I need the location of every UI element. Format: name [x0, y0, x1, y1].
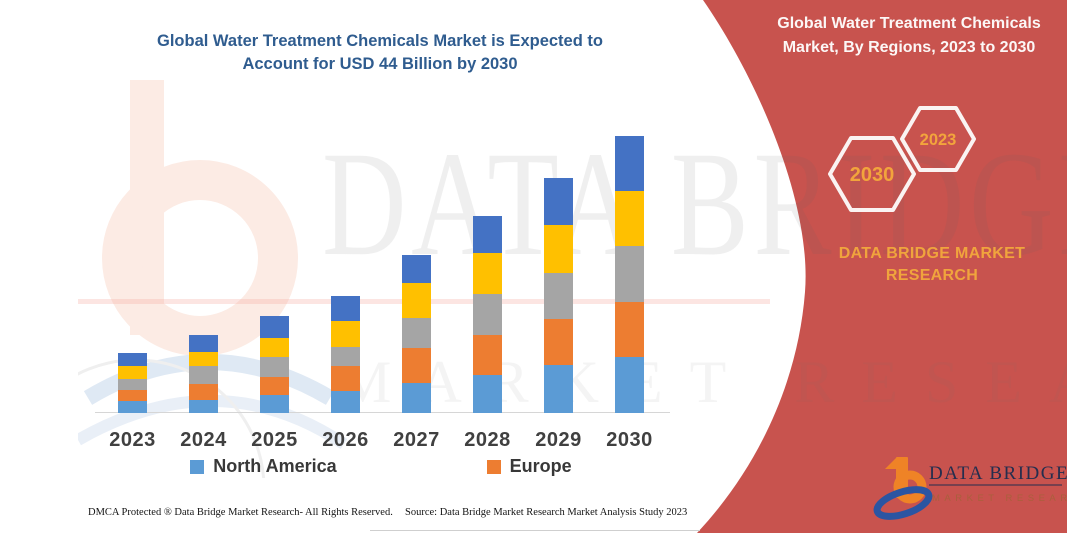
stacked-bar-2023: [118, 353, 147, 413]
bar-segment-unlabeled-yellow: [260, 338, 289, 357]
x-axis-line: [95, 412, 670, 413]
chart-legend: North America Europe: [97, 456, 665, 477]
x-axis-label: 2029: [535, 429, 582, 451]
bar-segment-North America: [331, 391, 360, 413]
bar-segment-North America: [118, 401, 147, 413]
bar-column: 2025: [239, 136, 310, 452]
bar-segment-unlabeled-darkblue: [189, 335, 218, 352]
logo-tagline-text: MARKET RESEARCH: [932, 493, 1067, 504]
x-axis-label: 2024: [180, 429, 227, 451]
legend-label: Europe: [509, 456, 572, 476]
stacked-bar-2024: [189, 335, 218, 413]
bar-segment-unlabeled-darkblue: [402, 255, 431, 283]
logo-b-hook: [885, 458, 896, 469]
banner-brand-text: DATA BRIDGE MARKET RESEARCH: [838, 245, 1026, 284]
bar-segment-unlabeled-darkblue: [331, 296, 360, 321]
stacked-bar-2027: [402, 255, 431, 413]
chart-title: Global Water Treatment Chemicals Market …: [95, 30, 665, 77]
bar-segment-unlabeled-gray: [544, 273, 573, 319]
hexagon-2023-label: 2023: [920, 131, 957, 149]
hexagon-2030: [828, 136, 916, 212]
x-axis-label: 2030: [606, 429, 653, 451]
bar-column: 2028: [452, 136, 523, 452]
legend-swatch: [190, 459, 205, 474]
bar-segment-unlabeled-gray: [118, 379, 147, 390]
bar-segment-Europe: [118, 390, 147, 401]
bar-segment-unlabeled-gray: [331, 347, 360, 366]
bottom-border-line: [370, 530, 700, 531]
stacked-bar-2030: [615, 136, 644, 413]
bar-segment-unlabeled-yellow: [118, 366, 147, 379]
stacked-bar-2025: [260, 316, 289, 413]
legend-label: North America: [213, 456, 337, 476]
dmca-notice: DMCA Protected ® Data Bridge Market Rese…: [88, 507, 393, 518]
bar-segment-unlabeled-yellow: [473, 253, 502, 294]
x-axis-label: 2023: [109, 429, 156, 451]
x-axis-label: 2028: [464, 429, 511, 451]
bar-segment-Europe: [189, 384, 218, 400]
bar-segment-unlabeled-darkblue: [473, 216, 502, 253]
bar-segment-Europe: [402, 348, 431, 383]
x-axis-label: 2027: [393, 429, 440, 451]
bar-segment-unlabeled-gray: [473, 294, 502, 335]
banner-background: [697, 0, 1067, 533]
bar-segment-Europe: [331, 366, 360, 391]
bar-segment-unlabeled-gray: [260, 357, 289, 377]
bar-chart: 2023 2024 2025 2026 2027 2028 2029 2030: [97, 136, 665, 452]
bar-segment-Europe: [473, 335, 502, 375]
bar-segment-unlabeled-gray: [402, 318, 431, 348]
bar-segment-unlabeled-darkblue: [118, 353, 147, 366]
bar-segment-Europe: [260, 377, 289, 395]
stacked-bar-2029: [544, 178, 573, 413]
bar-segment-North America: [615, 357, 644, 413]
bar-column: 2030: [594, 136, 665, 452]
bar-column: 2026: [310, 136, 381, 452]
bar-column: 2027: [381, 136, 452, 452]
bar-column: 2024: [168, 136, 239, 452]
logo-name-text: DATA BRIDGE: [929, 463, 1067, 484]
chart-title-line1: Global Water Treatment Chemicals Market …: [157, 32, 603, 50]
bar-segment-unlabeled-darkblue: [615, 136, 644, 191]
x-axis-label: 2025: [251, 429, 298, 451]
bar-segment-North America: [473, 375, 502, 413]
bar-segment-North America: [189, 400, 218, 413]
bar-segment-unlabeled-darkblue: [260, 316, 289, 338]
legend-item: North America: [190, 456, 337, 477]
bar-segment-unlabeled-darkblue: [544, 178, 573, 225]
bar-segment-North America: [402, 383, 431, 413]
bar-column: 2023: [97, 136, 168, 452]
footer-brand-logo: DATA BRIDGE MARKET RESEARCH: [873, 457, 1067, 520]
stacked-bar-2028: [473, 216, 502, 413]
bar-segment-unlabeled-yellow: [544, 225, 573, 273]
bar-segment-unlabeled-gray: [615, 246, 644, 302]
hexagon-2023: [900, 106, 976, 172]
stacked-bar-2026: [331, 296, 360, 413]
bar-segment-Europe: [615, 302, 644, 357]
x-axis-label: 2026: [322, 429, 369, 451]
banner-heading: Global Water Treatment Chemicals Market,…: [777, 15, 1041, 56]
bar-segment-unlabeled-yellow: [402, 283, 431, 318]
bar-segment-unlabeled-yellow: [331, 321, 360, 347]
bar-segment-North America: [544, 365, 573, 413]
bar-segment-unlabeled-yellow: [189, 352, 218, 366]
bar-segment-unlabeled-yellow: [615, 191, 644, 246]
bar-segment-unlabeled-gray: [189, 366, 218, 384]
hexagon-2030-label: 2030: [850, 164, 895, 186]
bar-column: 2029: [523, 136, 594, 452]
bar-segment-Europe: [544, 319, 573, 365]
legend-item: Europe: [486, 456, 572, 477]
chart-title-line2: Account for USD 44 Billion by 2030: [242, 55, 518, 74]
bar-segment-North America: [260, 395, 289, 413]
logo-swoosh-icon: [873, 486, 933, 520]
legend-swatch: [486, 459, 501, 474]
source-note: Source: Data Bridge Market Research Mark…: [405, 507, 688, 518]
